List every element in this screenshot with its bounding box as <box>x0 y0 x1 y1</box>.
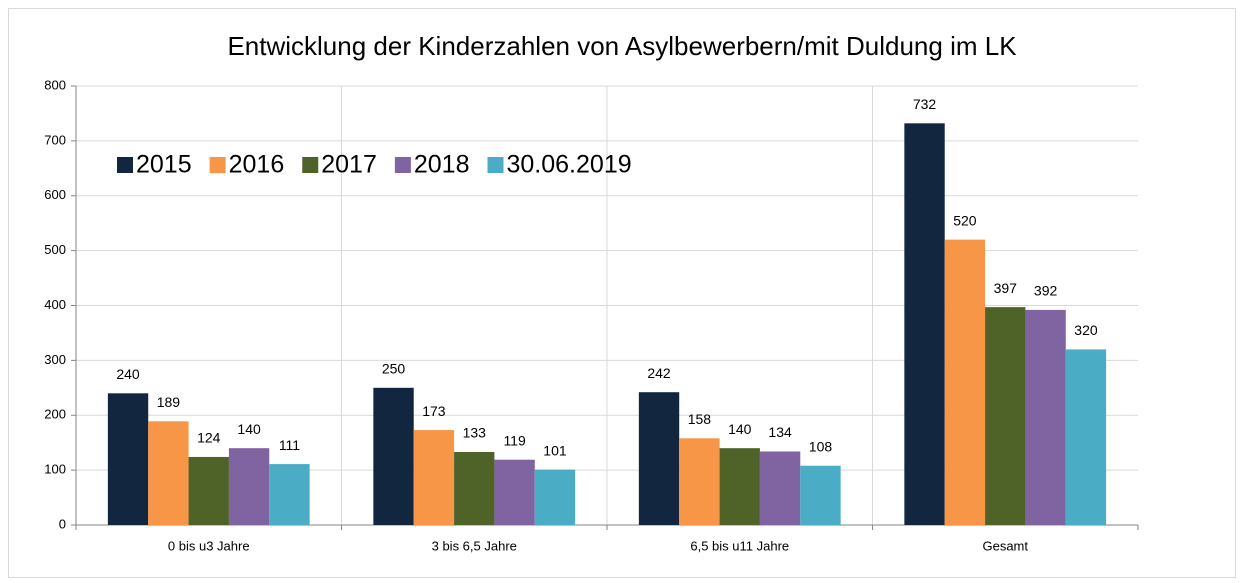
bar <box>269 464 310 525</box>
y-tick-label: 100 <box>44 462 66 477</box>
value-label: 140 <box>728 421 752 437</box>
legend-label: 2018 <box>414 151 470 179</box>
legend-swatch <box>394 157 411 173</box>
value-label: 392 <box>1034 283 1058 299</box>
value-label: 134 <box>768 424 792 440</box>
bar <box>800 465 841 525</box>
value-label: 119 <box>503 432 526 448</box>
bar <box>944 239 986 525</box>
value-label: 111 <box>279 437 300 453</box>
y-tick-label: 700 <box>44 132 66 147</box>
value-label: 242 <box>647 365 671 381</box>
bar <box>494 459 535 525</box>
value-label: 101 <box>543 442 567 458</box>
bar <box>373 387 414 525</box>
legend-label: 2015 <box>136 151 192 179</box>
value-label: 124 <box>197 430 221 446</box>
value-label: 732 <box>913 96 937 112</box>
y-tick-label: 200 <box>44 407 66 422</box>
bar <box>454 452 495 525</box>
bar <box>534 469 576 525</box>
y-tick-label: 600 <box>44 187 66 202</box>
value-label: 250 <box>382 361 406 377</box>
value-label: 133 <box>463 425 487 441</box>
bar <box>679 438 720 525</box>
x-tick-label: 3 bis 6,5 Jahre <box>432 538 517 553</box>
bar <box>759 451 801 525</box>
legend-label: 2016 <box>229 151 285 179</box>
legend-label: 2017 <box>321 151 377 179</box>
y-tick-label: 500 <box>44 242 66 257</box>
bar <box>1065 349 1107 525</box>
value-label: 140 <box>237 421 261 437</box>
legend-swatch <box>302 157 319 173</box>
y-tick-label: 0 <box>59 516 66 531</box>
bar <box>985 307 1026 525</box>
legend-label: 30.06.2019 <box>507 151 632 179</box>
bar <box>638 392 680 525</box>
value-label: 108 <box>809 438 833 454</box>
y-tick-label: 400 <box>44 297 66 312</box>
bar <box>904 123 945 525</box>
y-tick-label: 300 <box>44 352 66 367</box>
bar <box>148 421 189 525</box>
bar <box>228 448 270 525</box>
value-label: 520 <box>953 212 977 228</box>
value-label: 173 <box>422 403 446 419</box>
x-tick-label: 0 bis u3 Jahre <box>168 538 250 553</box>
legend-swatch <box>117 157 133 173</box>
value-label: 397 <box>994 280 1018 296</box>
value-label: 189 <box>157 394 181 410</box>
bar <box>413 430 455 525</box>
bar <box>107 393 149 525</box>
value-label: 158 <box>688 411 712 427</box>
x-tick-label: 6,5 bis u11 Jahre <box>690 538 789 553</box>
value-label: 320 <box>1074 322 1098 338</box>
bar <box>1025 309 1066 525</box>
chart-title: Entwicklung der Kinderzahlen von Asylbew… <box>227 31 1017 61</box>
y-tick-label: 800 <box>44 77 66 92</box>
value-label: 240 <box>116 366 140 382</box>
x-tick-label: Gesamt <box>982 538 1028 553</box>
legend-swatch <box>487 157 504 173</box>
bar <box>719 448 760 525</box>
legend-swatch <box>209 157 226 173</box>
bar <box>188 456 229 525</box>
